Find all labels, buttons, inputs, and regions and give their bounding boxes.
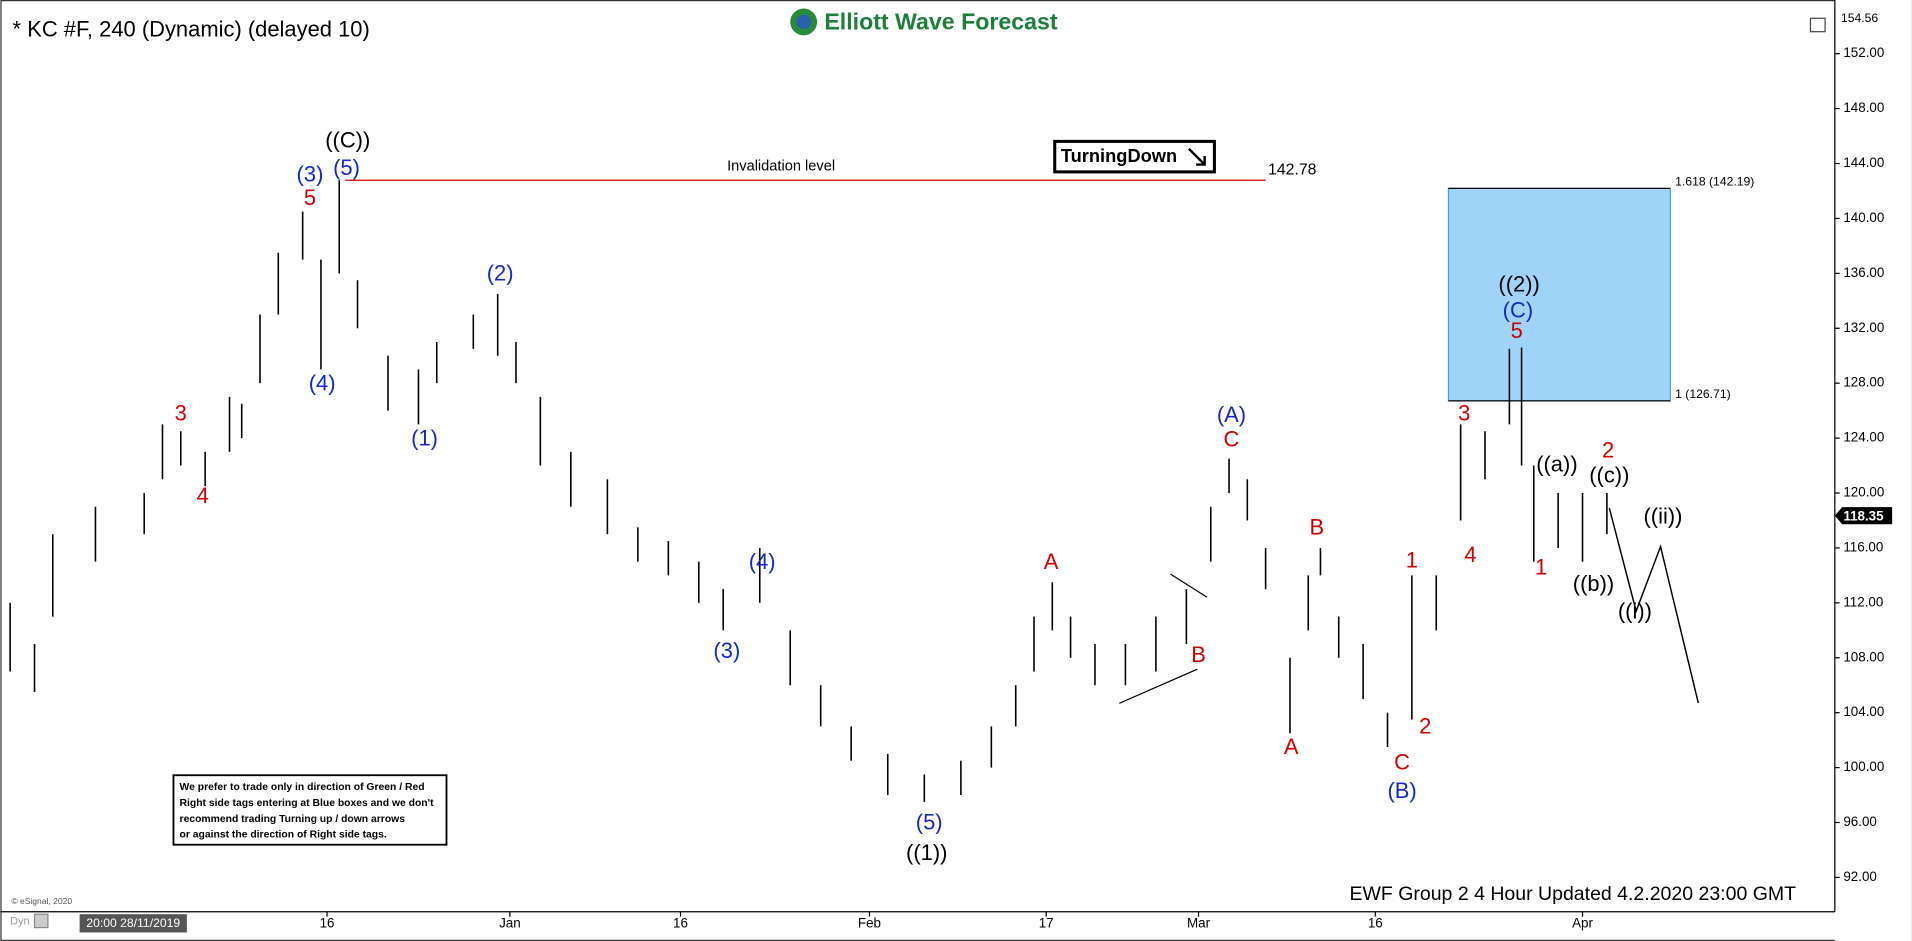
wave-label: (5) [916,810,943,835]
y-tick-label: 132.00 [1843,320,1884,335]
copyright: © eSignal, 2020 [11,896,72,906]
badge-box [1053,139,1216,174]
projection-path [1608,507,1700,704]
wave-label: ((ii)) [1643,504,1682,529]
badge: TurningDown [1053,139,1216,174]
y-tick-label: 116.00 [1843,539,1883,554]
chart-title: * KC #F, 240 (Dynamic) (delayed 10) [13,16,370,41]
y-tick-label: 144.00 [1843,155,1884,170]
footer: EWF Group 2 4 Hour Updated 4.2.2020 23:0… [1349,883,1796,905]
target-label: 1 (126.71) [1675,387,1731,401]
wave-label: A [1044,549,1059,574]
y-tick-label: 152.00 [1843,45,1884,60]
logo-text: Elliott Wave Forecast [824,8,1057,34]
wave-label: 1 [1535,554,1547,579]
y-tick-label: 92.00 [1843,869,1877,884]
start-date: 20:00 28/11/2019 [86,916,180,930]
wave-label: (3) [297,162,324,187]
disclaimer-box [172,774,448,846]
y-tick-label: 100.00 [1843,759,1884,774]
target-label: 1.618 (142.19) [1675,174,1754,188]
logo: Elliott Wave Forecast [782,3,1074,43]
wave-label: ((c)) [1589,462,1629,487]
last-price-tag [1834,507,1893,525]
wave-label: (4) [309,370,336,395]
wave-label: ((b)) [1573,571,1614,596]
badge-text: TurningDown [1061,145,1177,166]
last-price-label: 118.35 [1843,508,1884,523]
y-tick-label: 148.00 [1843,100,1884,115]
invalidation-value: 142.78 [1268,162,1317,179]
price-axis-area [1834,0,1912,941]
y-tick-label: 104.00 [1843,704,1884,719]
wave-label: (A) [1217,402,1246,427]
wave-label: 5 [304,185,316,210]
date-box [79,914,187,933]
wave-label: 4 [1464,542,1476,567]
axis-top-label: 154.56 [1841,11,1878,25]
window-button[interactable] [1809,17,1826,33]
wave-label: C [1224,427,1240,452]
y-tick-label: 120.00 [1843,485,1884,500]
wave-label: (B) [1387,778,1416,803]
wave-label: 5 [1511,318,1523,343]
x-tick-label: 16 [1368,915,1383,930]
wave-label: ((2)) [1498,272,1539,297]
disclaimer-line: We prefer to trade only in direction of … [180,782,425,793]
disclaimer-line: or against the direction of Right side t… [180,830,387,841]
x-tick-label: 16 [320,915,335,930]
badge-arrow [1187,147,1206,166]
x-tick-label: Jan [499,915,521,930]
x-tick-label: 17 [1039,915,1054,930]
y-tick-label: 96.00 [1843,814,1877,829]
wave-label: A [1284,734,1299,759]
wave-label: C [1394,749,1410,774]
wave-label: ((1)) [906,840,947,865]
wave-label: ((i)) [1618,598,1652,623]
wave-label: 4 [197,483,209,508]
disclaimer: We prefer to trade only in direction of … [172,774,448,846]
disclaimer-line: Right side tags entering at Blue boxes a… [180,798,435,809]
wave-label: (4) [749,549,776,574]
wave-label: 3 [1458,401,1470,426]
mode-icon [33,913,49,929]
wave-label: (C) [1503,298,1533,323]
y-tick-label: 136.00 [1843,265,1884,280]
wave-label: ((C)) [325,127,370,152]
wave-label: 1 [1406,547,1418,572]
wave-label: B [1309,515,1324,540]
wave-label: (2) [487,261,514,286]
wave-label: B [1191,642,1206,667]
wedge-line [1119,668,1198,704]
wave-label: 2 [1419,714,1431,739]
y-tick-label: 140.00 [1843,210,1884,225]
y-tick-label: 124.00 [1843,430,1884,445]
wave-label: (3) [713,638,740,663]
wedge-line [1170,573,1208,598]
x-tick-label: Apr [1572,915,1593,930]
logo-icon-inner [796,14,811,30]
wave-label: 2 [1602,438,1614,463]
invalidation-label: Invalidation level [727,159,835,175]
wave-label: (5) [333,155,360,180]
y-tick-label: 128.00 [1843,375,1884,390]
logo-background [782,3,1074,43]
mode-label: Dyn [10,915,30,927]
x-tick-label: 16 [673,915,688,930]
wave-label: (1) [411,425,438,450]
disclaimer-line: recommend trading Turning up / down arro… [180,814,406,825]
y-tick-label: 108.00 [1843,649,1884,664]
wave-label: ((a)) [1536,451,1577,476]
target-box [1447,187,1671,402]
x-tick-label: Mar [1187,915,1211,930]
x-tick-label: Feb [858,915,881,930]
y-tick-label: 112.00 [1843,594,1883,609]
wave-label: 3 [175,401,187,426]
